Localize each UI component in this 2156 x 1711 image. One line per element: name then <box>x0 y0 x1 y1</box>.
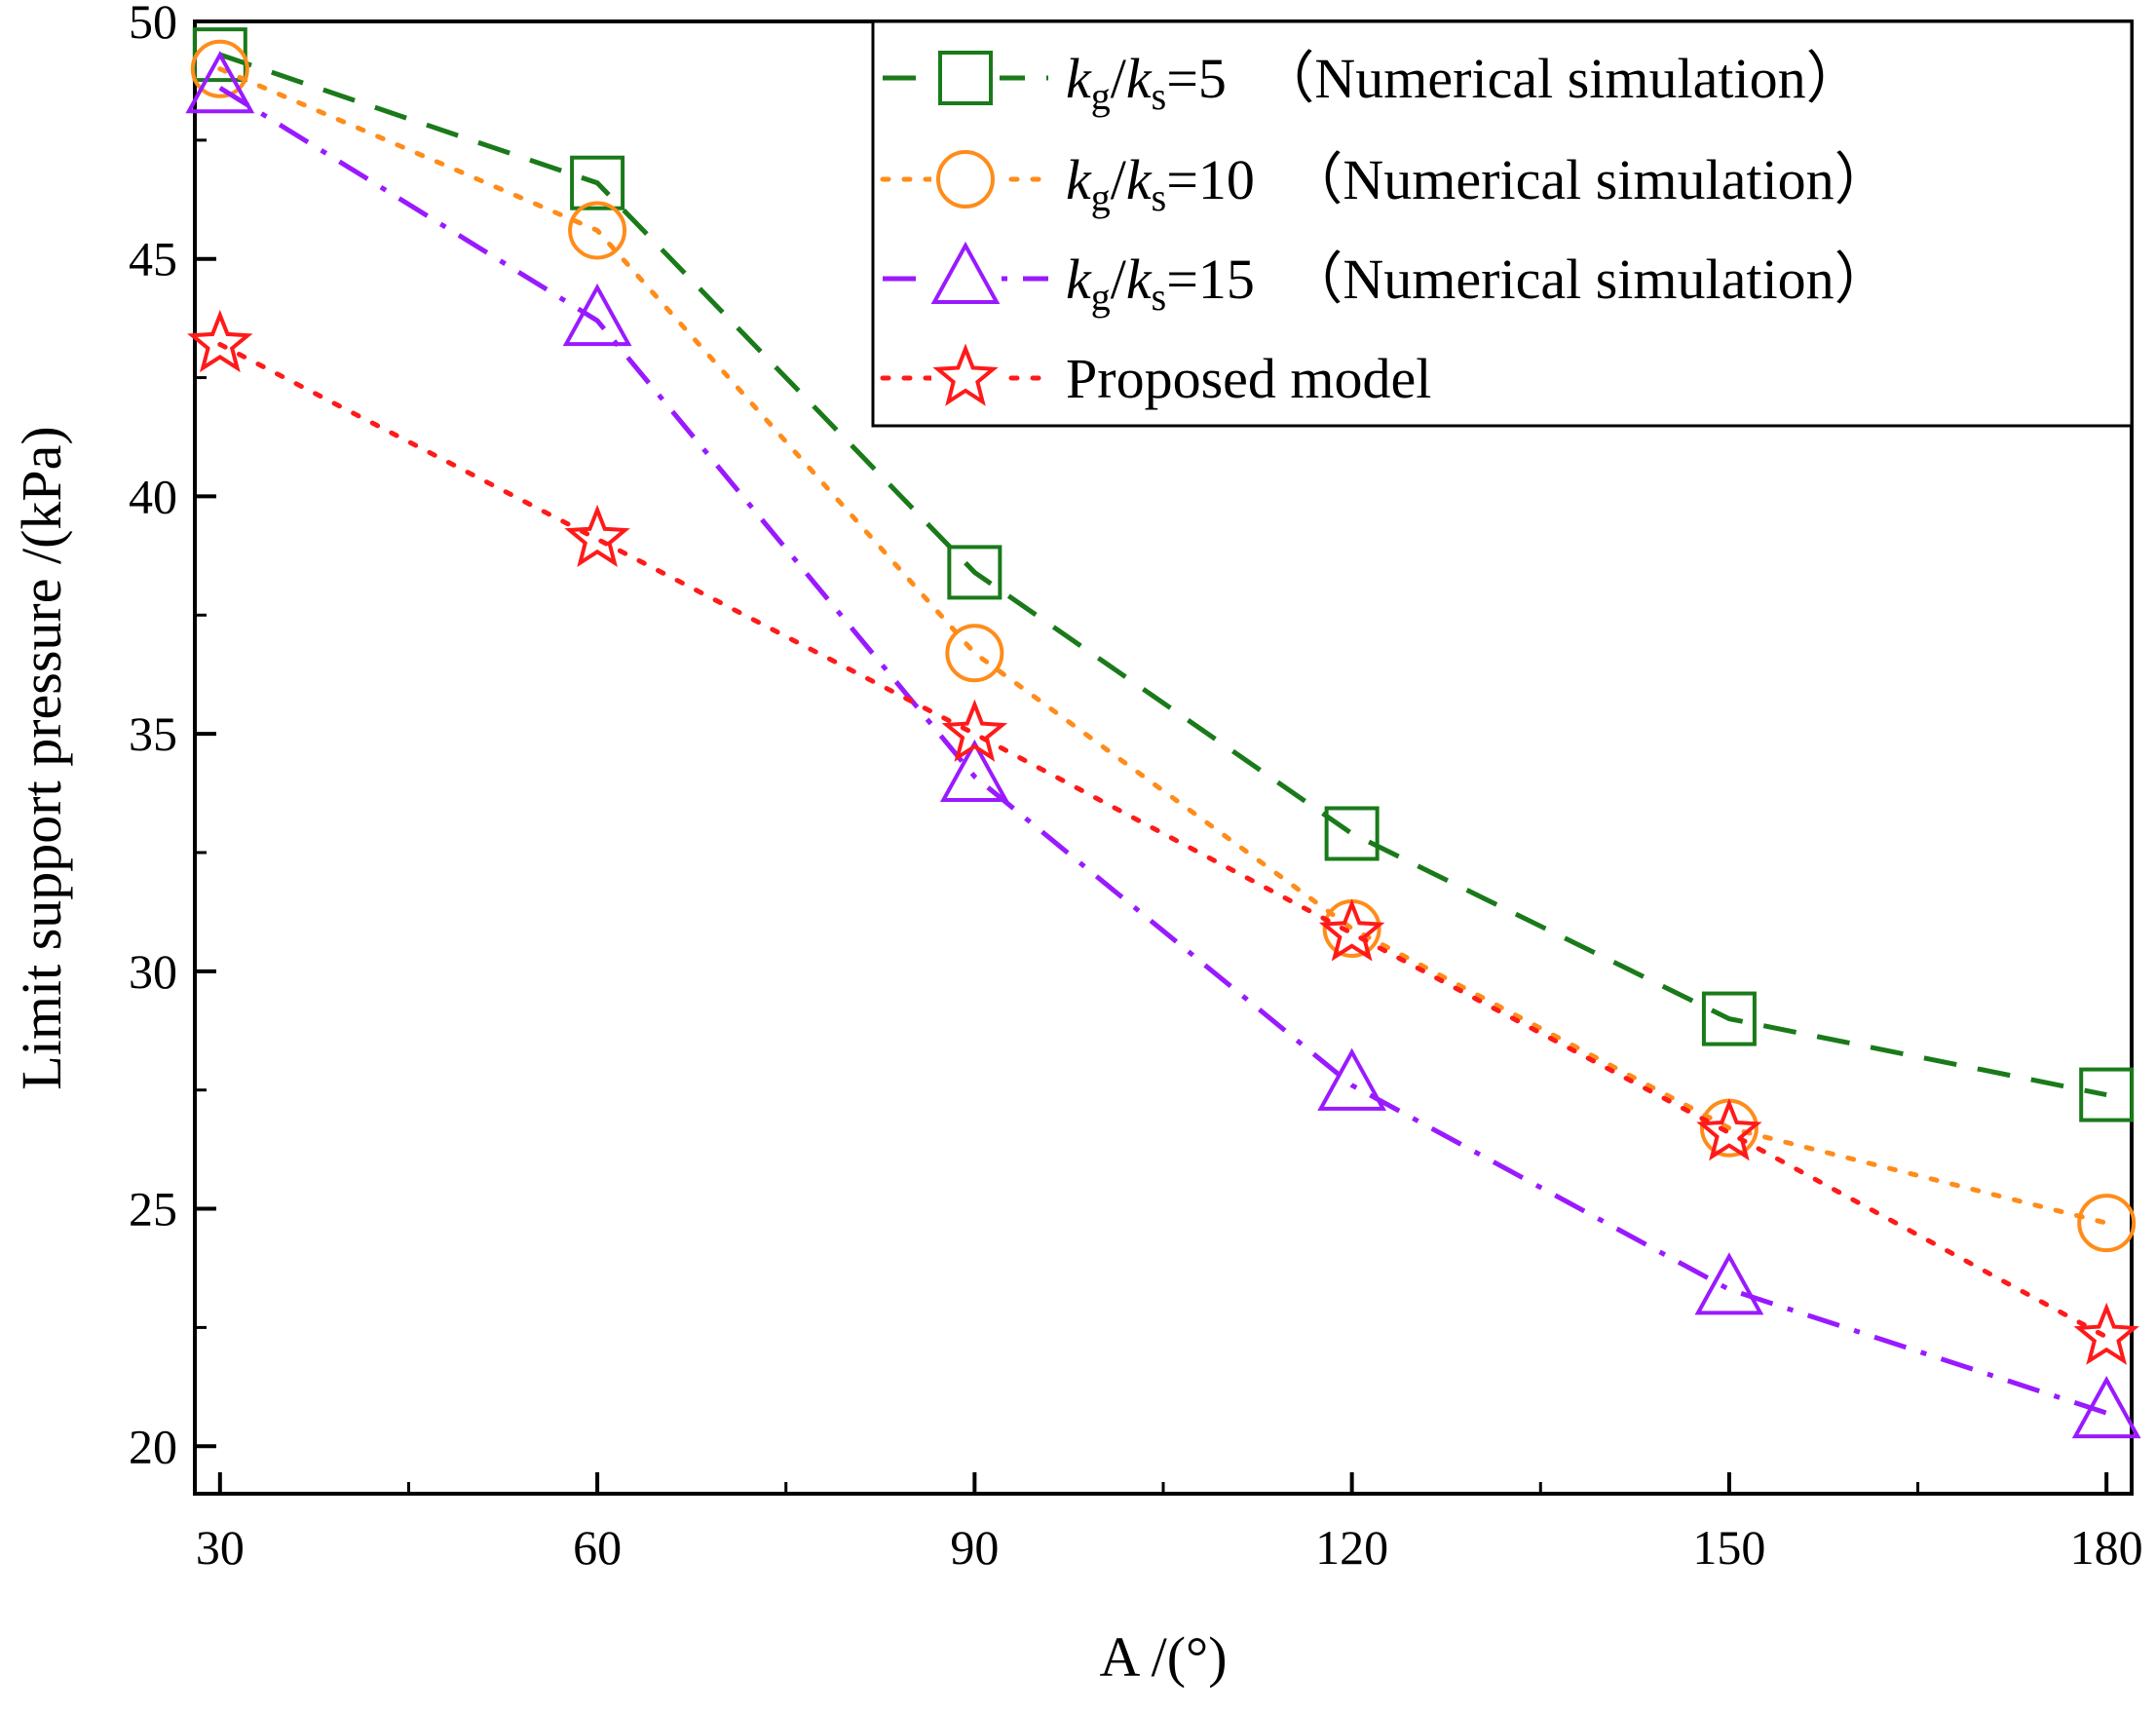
series-line <box>217 66 2109 1226</box>
series-layer <box>185 27 2141 1439</box>
data-point-circle <box>945 624 1004 683</box>
data-point-square <box>947 545 1002 600</box>
data-point-triangle <box>2071 1375 2141 1439</box>
data-point-star <box>187 309 253 373</box>
legend-marker-bg <box>931 144 1000 214</box>
series-line <box>219 52 2107 1098</box>
x-axis-title: A /(°) <box>1099 1625 1227 1689</box>
legend-marker-square <box>938 51 993 105</box>
data-point-triangle <box>1317 1047 1387 1111</box>
x-tick-label: 30 <box>196 1520 245 1575</box>
data-point-square <box>2079 1067 2135 1122</box>
series-line <box>218 86 2107 1416</box>
data-point-square <box>1701 991 1757 1046</box>
data-point-triangle <box>939 739 1009 802</box>
y-tick-label: 35 <box>129 706 177 761</box>
x-tick-label: 180 <box>2070 1520 2143 1575</box>
data-point-triangle <box>185 51 255 114</box>
data-point-circle <box>190 39 249 98</box>
legend-entry: Proposed model <box>880 343 1431 413</box>
series-line <box>217 341 2109 1340</box>
x-tick-label: 60 <box>573 1520 622 1575</box>
data-point-star <box>564 504 630 568</box>
data-point-star <box>1318 898 1385 962</box>
x-tick-label: 90 <box>950 1520 999 1575</box>
legend-label: kg/ks=15 （Numerical simulation） <box>1066 247 1891 319</box>
y-tick-labels: 20 25 30 35 40 45 50 <box>129 0 177 1473</box>
y-tick-label: 45 <box>129 232 177 286</box>
legend-marker-bg <box>931 343 1000 413</box>
series-1 <box>192 27 2135 1122</box>
legend-label: kg/ks=5 （Numerical simulation） <box>1066 47 1863 118</box>
legend-marker-triangle <box>930 241 1001 304</box>
series-4 <box>187 309 2139 1365</box>
legend-entry: kg/ks=5 （Numerical simulation） <box>883 43 1863 118</box>
data-point-square <box>570 155 625 210</box>
y-tick-label: 20 <box>129 1419 177 1473</box>
y-tick-label: 25 <box>129 1182 177 1236</box>
legend-entry: kg/ks=15 （Numerical simulation） <box>883 241 1891 319</box>
legend: kg/ks=5 （Numerical simulation） kg/ks=10 （… <box>871 19 2134 428</box>
data-point-triangle <box>562 283 632 347</box>
x-tick-labels: 30 60 90 120 150 180 <box>196 1520 2143 1575</box>
x-tick-label: 120 <box>1315 1520 1388 1575</box>
legend-label: kg/ks=10 （Numerical simulation） <box>1066 148 1891 219</box>
y-tick-label: 50 <box>129 0 177 49</box>
y-tick-label: 30 <box>129 944 177 999</box>
legend-box <box>871 19 2134 428</box>
data-point-star <box>1696 1098 1762 1161</box>
data-point-triangle <box>1694 1252 1764 1315</box>
data-point-square <box>1324 806 1380 861</box>
data-point-star <box>2073 1302 2139 1365</box>
y-axis-title: Limit support pressure /(kPa) <box>10 426 73 1089</box>
axis-ticks <box>195 19 2109 1494</box>
legend-marker-circle <box>936 150 995 209</box>
data-point-circle <box>2077 1194 2137 1253</box>
legend-marker-star <box>932 343 999 406</box>
data-point-star <box>941 699 1008 762</box>
legend-entry: kg/ks=10 （Numerical simulation） <box>880 144 1891 219</box>
series-3 <box>185 51 2141 1439</box>
y-tick-label: 40 <box>129 469 177 523</box>
x-tick-label: 150 <box>1692 1520 1765 1575</box>
legend-label: Proposed model <box>1066 347 1431 410</box>
data-point-circle <box>568 201 627 260</box>
